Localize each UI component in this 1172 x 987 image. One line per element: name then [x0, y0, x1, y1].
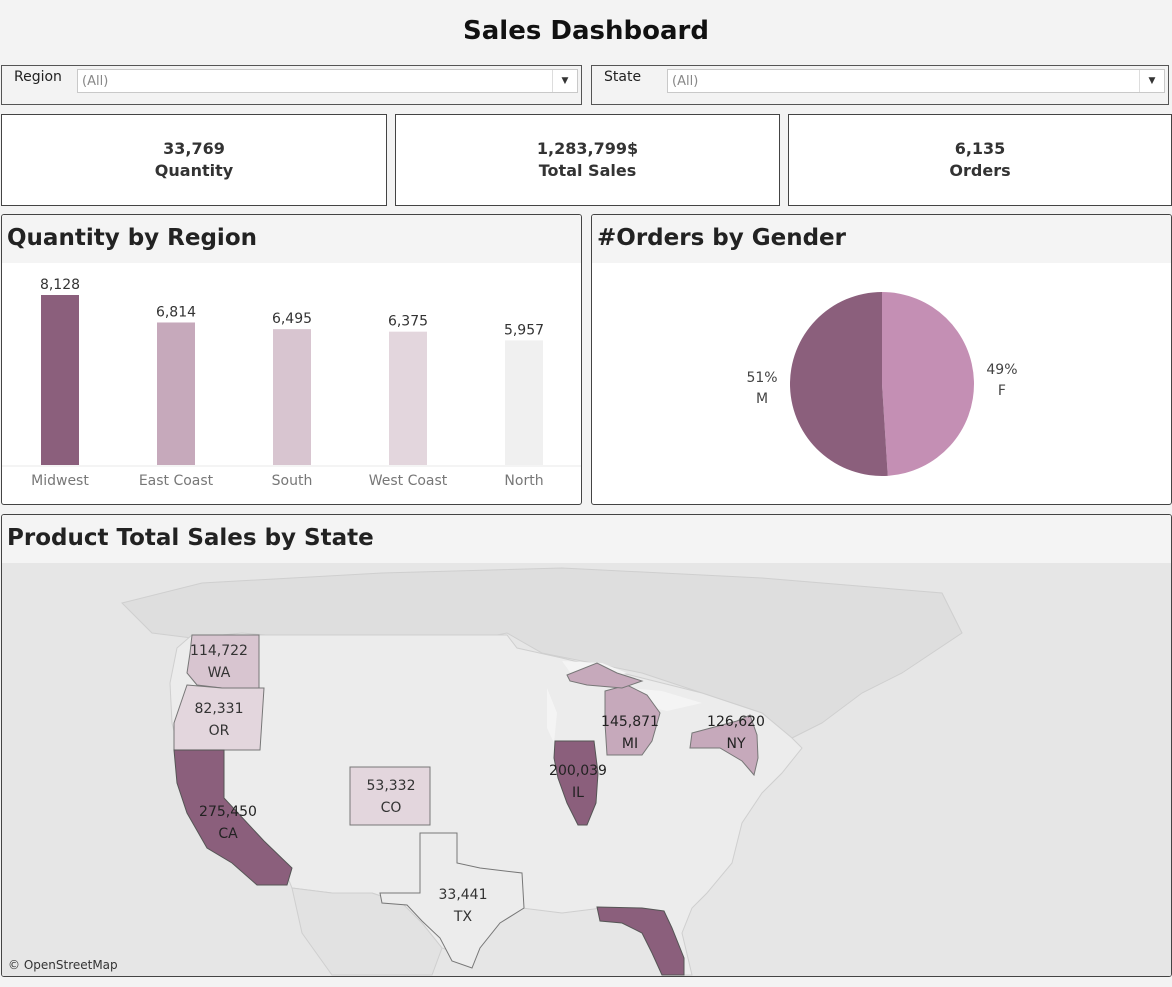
panel-title: Quantity by Region — [2, 215, 581, 263]
pie-slice-label: M — [756, 391, 768, 407]
pie-chart: 49% F 51% M — [746, 292, 1018, 476]
state-code: NY — [726, 736, 745, 752]
dashboard-title: Sales Dashboard — [463, 16, 709, 46]
state-select-value: (All) — [672, 74, 699, 89]
state-code: CA — [218, 826, 238, 842]
state-mi — [604, 684, 661, 756]
kpi-value: 33,769 — [163, 139, 225, 158]
state-il — [553, 740, 599, 826]
bar-chart: 8,128 Midwest 6,814 East Coast 6,495 South 6,3… — [2, 277, 581, 489]
state-code: OR — [209, 723, 230, 739]
state-value: 82,331 — [195, 701, 244, 717]
state-value: 145,871 — [601, 714, 659, 730]
bar-category-label: West Coast — [369, 473, 448, 489]
bar — [273, 329, 311, 465]
bar — [505, 340, 543, 465]
chevron-down-icon[interactable]: ▼ — [1139, 70, 1164, 92]
state-value: 53,332 — [367, 778, 416, 794]
pie-slice — [790, 292, 888, 476]
panel-title: #Orders by Gender — [592, 215, 1171, 263]
state-label-or: 82,331 OR — [195, 701, 244, 739]
state-code: CO — [381, 800, 402, 816]
bar-category-label: North — [504, 473, 543, 489]
bar — [41, 295, 79, 465]
map[interactable]: 114,722 WA 82,331 OR 275,450 CA 53,332 C… — [2, 563, 1171, 976]
bar-value-label: 6,814 — [156, 304, 196, 320]
state-value: 126,620 — [707, 714, 765, 730]
map-lake — [547, 688, 557, 743]
bar-category-label: Midwest — [31, 473, 89, 489]
state-label-mi: 145,871 MI — [601, 714, 659, 752]
quantity-by-region-panel: Quantity by Region 8,128 Midwest 6,814 East… — [1, 214, 582, 505]
pie-slice — [882, 292, 975, 476]
state-value: 33,441 — [439, 887, 488, 903]
state-value: 200,039 — [549, 763, 607, 779]
orders-by-gender-panel: #Orders by Gender 49% F 51% M — [591, 214, 1172, 505]
bar — [157, 322, 195, 465]
state-label-wa: 114,722 WA — [190, 643, 248, 681]
kpi-quantity: 33,769 Quantity — [1, 114, 387, 206]
state-label-co: 53,332 CO — [367, 778, 416, 816]
state-mi-upper — [566, 662, 644, 689]
bar-value-label: 6,495 — [272, 311, 312, 327]
state-ny — [689, 714, 759, 777]
kpi-orders: 6,135 Orders — [788, 114, 1172, 206]
pie-percent-label: 49% — [986, 362, 1017, 378]
pie-slice-label: F — [998, 383, 1006, 399]
state-or — [173, 684, 265, 751]
state-value: 275,450 — [199, 804, 257, 820]
panel-title: Product Total Sales by State — [2, 515, 1171, 563]
region-filter-label: Region — [14, 69, 62, 85]
kpi-label: Total Sales — [538, 161, 637, 180]
region-select-value: (All) — [82, 74, 109, 89]
map-attribution: © OpenStreetMap — [8, 958, 118, 972]
state-label-ca: 275,450 CA — [199, 804, 257, 842]
chevron-down-icon[interactable]: ▼ — [552, 70, 577, 92]
map-mexico — [291, 887, 443, 976]
pie-percent-label: 51% — [746, 370, 777, 386]
kpi-total-sales: 1,283,799$ Total Sales — [395, 114, 780, 206]
state-label-tx: 33,441 TX — [439, 887, 488, 925]
bar-category-label: South — [272, 473, 313, 489]
kpi-label: Quantity — [154, 161, 234, 180]
state-code: TX — [453, 909, 473, 925]
state-ca — [173, 749, 293, 886]
region-select[interactable]: (All) ▼ — [77, 69, 578, 93]
state-code: MI — [622, 736, 638, 752]
state-label-il: 200,039 IL — [549, 763, 607, 801]
bar — [389, 331, 427, 465]
kpi-value: 1,283,799$ — [536, 139, 639, 158]
state-fl — [596, 906, 685, 976]
kpi-label: Orders — [949, 161, 1011, 180]
sales-by-state-panel: Product Total Sales by State 114,722 WA … — [1, 514, 1172, 977]
region-filter[interactable]: Region (All) ▼ — [1, 65, 582, 105]
kpi-value: 6,135 — [954, 139, 1006, 158]
state-label-ny: 126,620 NY — [707, 714, 765, 752]
bar-value-label: 6,375 — [388, 314, 428, 330]
bar-category-label: East Coast — [139, 473, 214, 489]
bar-value-label: 5,957 — [504, 322, 544, 338]
state-code: IL — [572, 785, 584, 801]
bar-value-label: 8,128 — [40, 277, 80, 293]
state-value: 114,722 — [190, 643, 248, 659]
state-filter-label: State — [604, 69, 642, 85]
state-tx — [379, 832, 525, 969]
state-filter[interactable]: State (All) ▼ — [591, 65, 1169, 105]
state-co — [349, 766, 431, 826]
state-code: WA — [208, 665, 231, 681]
state-select[interactable]: (All) ▼ — [667, 69, 1165, 93]
